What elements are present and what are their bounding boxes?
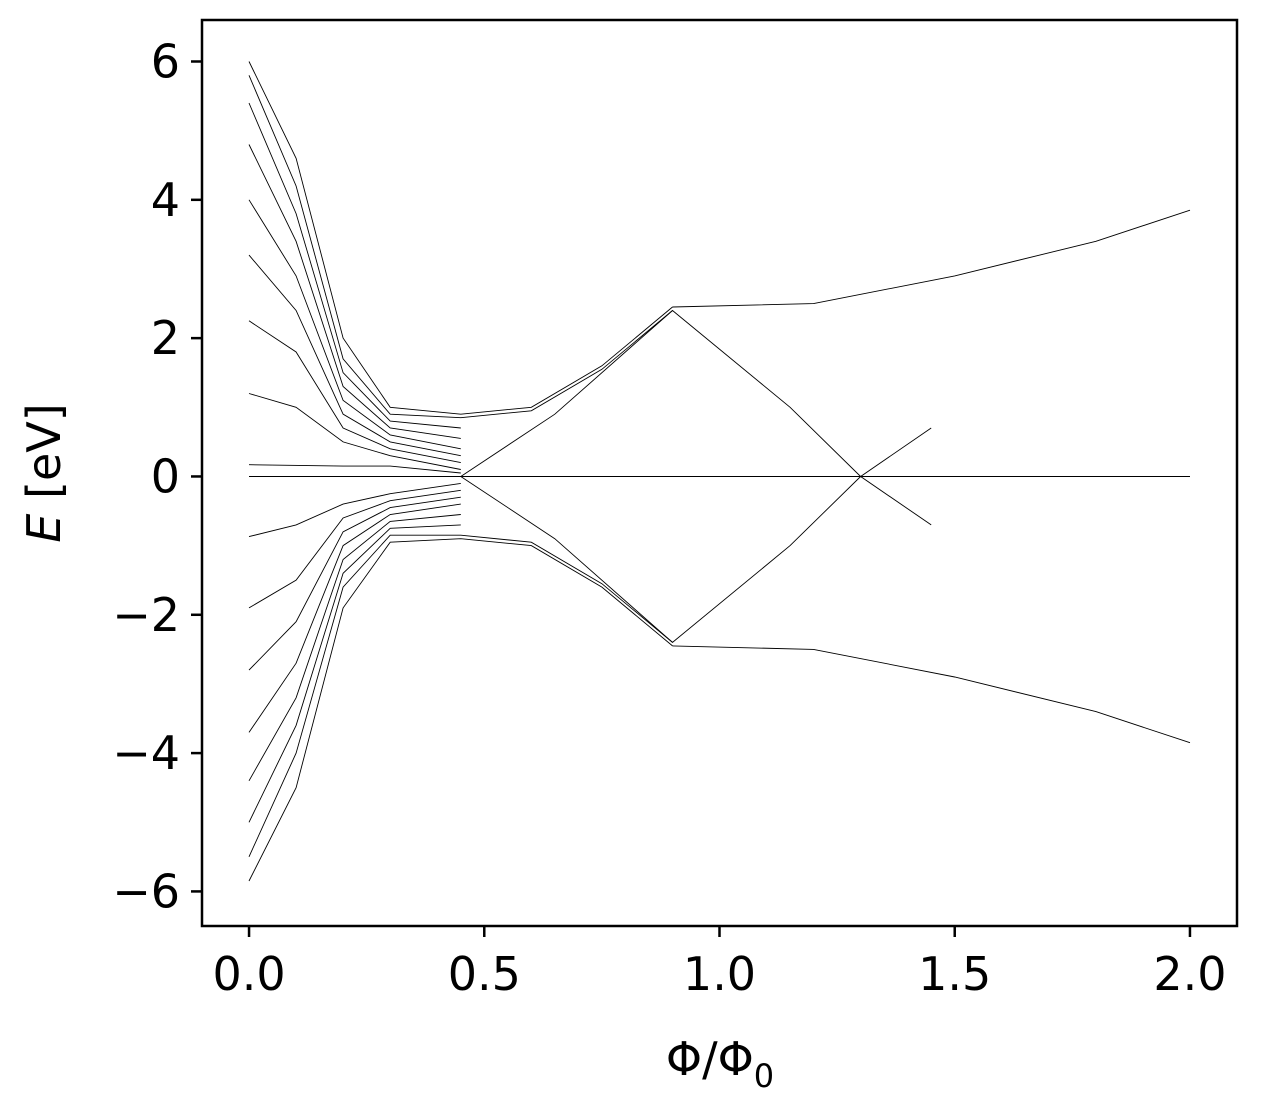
band-line-11	[248, 496, 461, 671]
x-axis-label: Φ/Φ0	[666, 1032, 774, 1095]
y-tick-label: 0	[151, 449, 180, 503]
band-line-14	[248, 524, 461, 823]
y-tick-label: −4	[112, 726, 180, 780]
y-tick-label: 6	[151, 34, 180, 88]
band-line-17	[672, 209, 1191, 308]
band-line-3	[248, 144, 461, 439]
band-line-15	[248, 534, 673, 857]
energy-bands	[248, 61, 1191, 882]
band-line-10	[248, 489, 461, 609]
band-line-1	[248, 75, 673, 419]
y-tick-label: 2	[151, 311, 180, 365]
band-line-7	[248, 393, 461, 470]
y-axis-ticks: −6 −4 −2 0 2 4 6	[112, 34, 202, 918]
band-line-16	[248, 538, 673, 882]
y-tick-label: −6	[112, 864, 180, 918]
band-line-18	[672, 645, 1191, 744]
band-line-20	[460, 475, 932, 643]
x-tick-label: 0.0	[212, 947, 285, 1001]
band-line-9	[248, 482, 461, 538]
x-tick-label: 1.5	[918, 947, 991, 1001]
plot-frame	[200, 18, 1239, 928]
x-tick-label: 1.0	[683, 947, 756, 1001]
band-line-2	[248, 102, 461, 429]
y-tick-label: −2	[112, 588, 180, 642]
y-axis-label: E [eV]	[17, 403, 71, 542]
band-line-12	[248, 503, 461, 733]
x-tick-label: 2.0	[1153, 947, 1226, 1001]
x-tick-label: 0.5	[448, 947, 521, 1001]
band-line-6	[248, 320, 461, 464]
band-line-19	[460, 309, 932, 478]
x-axis-ticks: 0.0 0.5 1.0 1.5 2.0	[212, 926, 1227, 1001]
band-line-4	[248, 199, 461, 450]
band-line-13	[248, 514, 461, 782]
band-line-5	[248, 254, 461, 457]
band-line-0	[248, 61, 673, 415]
y-tick-label: 4	[151, 173, 180, 227]
band-line-8	[248, 464, 461, 474]
